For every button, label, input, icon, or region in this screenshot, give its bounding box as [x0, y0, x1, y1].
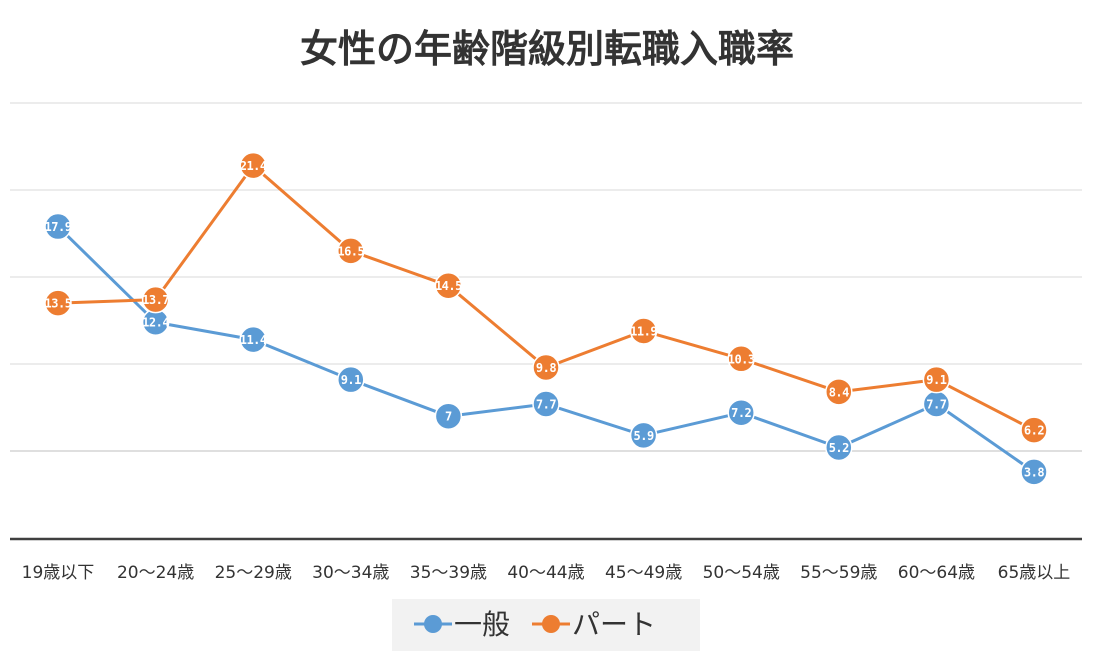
data-label: 14.5 [435, 279, 462, 293]
x-tick-label: 40～44歳 [507, 563, 584, 583]
gridlines [10, 102, 1082, 452]
data-point [532, 353, 560, 382]
data-point [1020, 458, 1048, 486]
data-point [44, 289, 72, 317]
x-tick-label: 50～54歳 [703, 563, 780, 583]
data-label: 13.7 [142, 293, 169, 307]
data-label: 7.2 [731, 406, 751, 420]
x-tick-label: 55～59歳 [800, 563, 877, 583]
x-tick-labels: 19歳以下 20～24歳 25～29歳 30～34歳 35～39歳 40～44歳 45～49… [22, 563, 1071, 583]
legend-label: パート [572, 608, 656, 641]
data-point [629, 317, 658, 345]
data-point [727, 345, 755, 373]
data-point [727, 398, 755, 427]
data-label: 13.5 [45, 297, 72, 311]
data-point [825, 433, 853, 462]
data-point [434, 402, 463, 430]
x-tick-label: 35～39歳 [410, 563, 487, 583]
data-point [337, 365, 365, 394]
data-point [239, 325, 267, 354]
x-tick-label: 65歳以上 [998, 563, 1071, 583]
data-point [337, 237, 365, 265]
data-label: 12.4 [142, 316, 169, 330]
series-line [56, 225, 1035, 474]
data-label: 9.1 [926, 373, 946, 387]
chart-title: 女性の年齢階級別転職入職率 [300, 27, 794, 71]
series-1: 17.9 12.4 11.4 9.1 7 7.7 5.9 7.2 5.2 7.7 3.8 [44, 212, 1048, 486]
data-label: 6.2 [1024, 424, 1044, 438]
data-point [44, 212, 72, 241]
x-tick-label: 19歳以下 [22, 563, 95, 583]
data-label: 21.4 [240, 159, 267, 173]
x-tick-label: 45～49歳 [605, 563, 682, 583]
data-label: 9.1 [341, 373, 361, 387]
legend-item-2: パート [532, 608, 656, 641]
legend-item-1: 一般 [414, 608, 510, 641]
data-point [922, 365, 951, 394]
x-tick-label: 20～24歳 [117, 563, 194, 583]
data-point [1020, 416, 1048, 444]
data-label: 5.2 [829, 441, 849, 455]
data-label: 11.9 [630, 324, 657, 338]
data-label: 3.8 [1024, 465, 1044, 479]
x-tick-label: 25～29歳 [215, 563, 292, 583]
data-label: 9.8 [536, 361, 556, 375]
data-label: 10.3 [728, 352, 755, 366]
data-point [239, 151, 267, 180]
data-point [434, 271, 463, 300]
legend-marker [424, 615, 442, 633]
series-2: 13.5 13.7 21.4 16.5 14.5 9.8 11.9 10.3 8.4 9.1 6.2 [44, 151, 1048, 444]
data-label: 7 [445, 410, 452, 424]
data-label: 11.4 [240, 333, 267, 347]
data-label: 7.7 [926, 398, 946, 412]
legend-marker [542, 615, 560, 633]
data-label: 7.7 [536, 398, 556, 412]
data-label: 5.9 [634, 429, 654, 443]
legend-label: 一般 [454, 608, 510, 641]
series-layer: 17.912.411.49.177.75.97.25.27.73.813.5 13… [44, 151, 1048, 486]
x-tick-label: 60～64歳 [898, 563, 975, 583]
data-point [825, 378, 853, 406]
data-point [141, 285, 170, 314]
data-label: 16.5 [337, 244, 364, 258]
data-point [629, 421, 658, 450]
data-label: 8.4 [829, 385, 849, 399]
x-tick-label: 30～34歳 [312, 563, 389, 583]
legend: 一般 パート [392, 599, 700, 651]
data-point [532, 390, 560, 418]
data-label: 17.9 [45, 220, 72, 234]
